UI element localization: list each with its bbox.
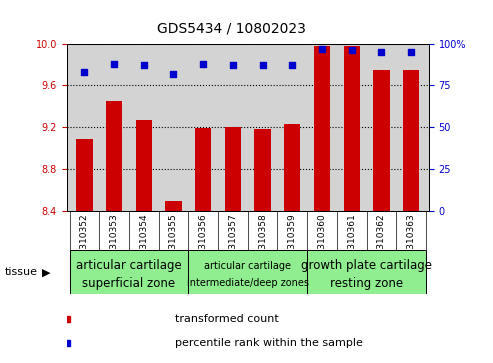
Bar xyxy=(344,46,360,211)
Bar xyxy=(195,128,211,211)
Text: transformed count: transformed count xyxy=(176,314,279,324)
Text: superficial zone: superficial zone xyxy=(82,277,176,290)
Text: growth plate cartilage: growth plate cartilage xyxy=(301,259,432,272)
Text: tissue: tissue xyxy=(5,267,38,277)
Point xyxy=(318,46,326,52)
Text: GDS5434 / 10802023: GDS5434 / 10802023 xyxy=(157,22,306,36)
Bar xyxy=(70,250,188,294)
Point xyxy=(170,71,177,77)
Bar xyxy=(225,127,241,211)
Bar xyxy=(188,250,307,294)
Text: articular cartilage: articular cartilage xyxy=(76,259,182,272)
Bar xyxy=(373,70,389,211)
Point xyxy=(378,49,386,55)
Text: intermediate/deep zones: intermediate/deep zones xyxy=(187,278,309,288)
Bar xyxy=(314,46,330,211)
Point xyxy=(288,62,296,68)
Point xyxy=(199,61,207,66)
Bar xyxy=(254,129,271,211)
Text: percentile rank within the sample: percentile rank within the sample xyxy=(176,338,363,348)
Bar xyxy=(165,201,181,211)
Bar xyxy=(403,70,419,211)
Point xyxy=(407,49,415,55)
Bar xyxy=(284,124,300,211)
Point xyxy=(259,62,267,68)
Point xyxy=(229,62,237,68)
Bar xyxy=(106,101,122,211)
Text: resting zone: resting zone xyxy=(330,277,403,290)
Bar xyxy=(76,139,93,211)
Text: ▶: ▶ xyxy=(42,267,50,277)
Point xyxy=(140,62,148,68)
Bar xyxy=(136,120,152,211)
Point xyxy=(110,61,118,66)
Bar xyxy=(307,250,426,294)
Point xyxy=(348,47,355,53)
Point xyxy=(80,69,88,75)
Text: articular cartilage: articular cartilage xyxy=(204,261,291,271)
